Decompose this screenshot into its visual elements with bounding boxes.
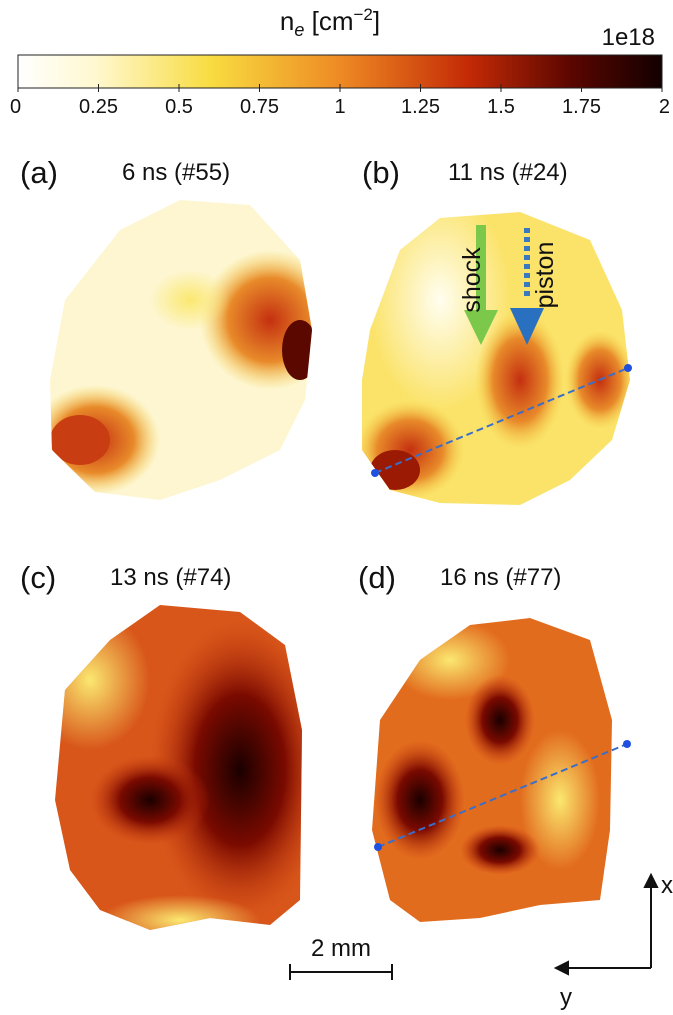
scale-bar-label: 2 mm bbox=[311, 935, 371, 962]
panel-title: 11 ns (#24) bbox=[448, 159, 568, 186]
lineout bbox=[374, 367, 629, 474]
panel-letter: (c) bbox=[20, 560, 56, 595]
colorbar bbox=[17, 54, 663, 89]
lineout-end bbox=[374, 843, 382, 851]
axis-label: x bbox=[661, 872, 673, 899]
panel-letter: (a) bbox=[20, 155, 58, 190]
lineout-end bbox=[623, 740, 631, 748]
panel-title: 6 ns (#55) bbox=[122, 159, 230, 186]
density-map bbox=[50, 200, 312, 500]
colorbar-tick-label: 0.5 bbox=[165, 96, 193, 118]
panel-letter: (b) bbox=[362, 155, 400, 190]
lineout bbox=[377, 743, 628, 848]
colorbar-tick-label: 1.25 bbox=[401, 96, 440, 118]
lineout-end bbox=[624, 364, 632, 372]
colorbar-tick-label: 1 bbox=[334, 96, 345, 118]
colorbar-tick-label: 1.75 bbox=[562, 96, 601, 118]
axis-label: y bbox=[560, 984, 572, 1011]
colorbar-label: ne [cm−2] bbox=[280, 5, 380, 40]
panel-letter: (d) bbox=[358, 560, 396, 595]
panel-title: 16 ns (#77) bbox=[440, 564, 561, 591]
colorbar-tick-label: 0.75 bbox=[240, 96, 279, 118]
scale-bar bbox=[289, 964, 393, 980]
piston-arrow bbox=[510, 308, 544, 345]
shock-arrow bbox=[464, 225, 498, 345]
colorbar-multiplier: 1e18 bbox=[602, 24, 655, 51]
colorbar-tick-label: 1.5 bbox=[487, 96, 515, 118]
density-map bbox=[55, 605, 302, 930]
lineout-end bbox=[371, 469, 379, 477]
colorbar-tick-label: 0 bbox=[10, 96, 21, 118]
annotation: shock bbox=[458, 247, 486, 313]
annotation: piston bbox=[531, 242, 559, 309]
panel-title: 13 ns (#74) bbox=[110, 564, 231, 591]
density-map bbox=[362, 212, 630, 505]
colorbar-tick-label: 0.25 bbox=[79, 96, 118, 118]
axes-indicator bbox=[553, 872, 659, 976]
density-map bbox=[372, 618, 612, 922]
colorbar-tick-label: 2 bbox=[659, 96, 670, 118]
